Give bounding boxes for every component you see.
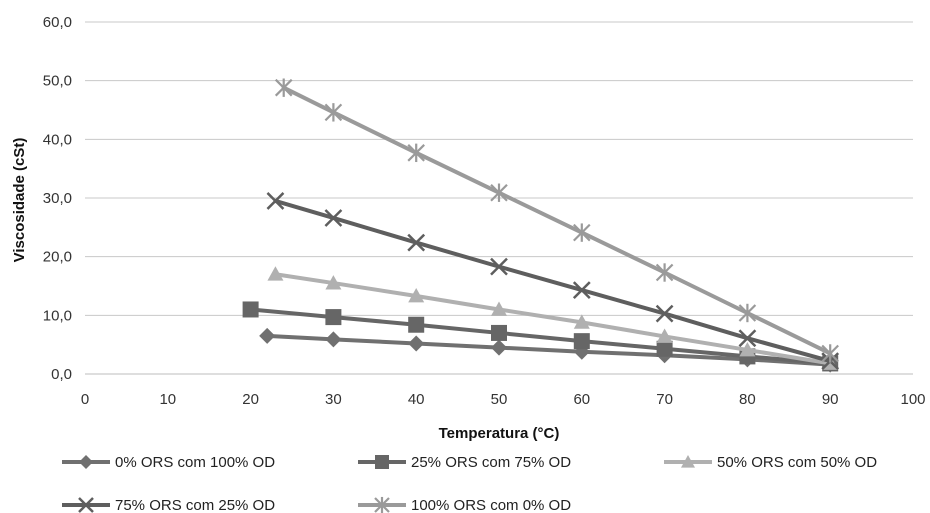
legend-item: 50% ORS com 50% OD xyxy=(664,454,877,471)
x-tick-label: 10 xyxy=(159,391,176,408)
series-line xyxy=(265,333,833,367)
y-tick-label: 10,0 xyxy=(43,307,72,324)
data-point xyxy=(407,143,425,163)
data-point xyxy=(572,281,591,299)
x-axis-ticks: 0 10 20 30 40 50 60 70 80 90 100 xyxy=(81,391,926,408)
data-point xyxy=(490,257,508,276)
data-point xyxy=(267,266,284,281)
x-tick-label: 50 xyxy=(491,391,508,408)
legend-item: 25% ORS com 75% OD xyxy=(358,454,571,471)
data-point xyxy=(655,263,674,282)
data-point xyxy=(78,497,94,513)
data-point xyxy=(325,309,342,326)
data-point xyxy=(491,324,507,341)
y-tick-label: 30,0 xyxy=(43,190,72,207)
legend-label: 75% ORS com 25% OD xyxy=(115,497,275,513)
data-point xyxy=(324,209,343,227)
data-point xyxy=(491,301,507,316)
data-point xyxy=(821,344,839,363)
data-point xyxy=(407,233,426,252)
y-tick-label: 0,0 xyxy=(51,366,72,383)
series-line xyxy=(281,85,833,356)
data-point xyxy=(491,339,507,356)
data-point xyxy=(490,183,508,202)
legend-label: 25% ORS com 75% OD xyxy=(411,454,571,471)
data-point xyxy=(656,328,673,343)
x-tick-label: 80 xyxy=(739,391,756,408)
x-axis-title: Temperatura (°C) xyxy=(439,425,560,442)
data-point xyxy=(242,301,259,318)
data-point xyxy=(374,496,390,513)
data-point xyxy=(738,303,757,323)
x-tick-label: 20 xyxy=(242,391,259,408)
data-point xyxy=(259,327,276,344)
data-point xyxy=(573,223,591,242)
legend-item: 0% ORS com 100% OD xyxy=(62,454,275,471)
y-tick-label: 40,0 xyxy=(43,131,72,148)
series-line xyxy=(273,272,833,366)
legend: 0% ORS com 100% OD 25% ORS com 75% OD 50% … xyxy=(62,454,877,513)
series-2 xyxy=(242,301,839,372)
series-line xyxy=(248,307,833,366)
y-tick-label: 60,0 xyxy=(43,14,72,31)
data-point xyxy=(325,331,342,348)
x-tick-label: 0 xyxy=(81,391,89,408)
data-point xyxy=(739,341,756,357)
gridlines xyxy=(85,21,913,316)
legend-item: 100% ORS com 0% OD xyxy=(358,496,571,513)
x-tick-label: 40 xyxy=(408,391,425,408)
y-tick-label: 50,0 xyxy=(43,73,72,90)
data-point xyxy=(266,192,285,210)
legend-label: 0% ORS com 100% OD xyxy=(115,454,275,471)
data-point xyxy=(408,316,425,333)
data-point xyxy=(79,455,93,469)
data-point xyxy=(408,287,425,303)
data-point xyxy=(324,103,343,122)
data-point xyxy=(656,340,673,357)
series-layer xyxy=(242,78,840,373)
data-point xyxy=(573,333,590,350)
series-line xyxy=(273,198,833,364)
legend-item: 75% ORS com 25% OD xyxy=(62,497,275,513)
x-tick-label: 70 xyxy=(656,391,673,408)
data-point xyxy=(681,455,695,468)
legend-label: 100% ORS com 0% OD xyxy=(411,497,571,513)
data-point xyxy=(274,78,293,97)
data-point xyxy=(408,335,425,352)
data-point xyxy=(655,304,674,323)
series-5 xyxy=(274,78,839,363)
data-point xyxy=(325,275,342,290)
y-axis-title: Viscosidade (cSt) xyxy=(11,138,28,263)
data-point xyxy=(573,314,590,329)
x-tick-label: 90 xyxy=(822,391,839,408)
x-tick-label: 100 xyxy=(900,391,925,408)
y-axis-ticks: 0,0 10,0 20,0 30,0 40,0 50,0 60,0 xyxy=(43,14,72,383)
data-point xyxy=(375,455,389,469)
x-tick-label: 60 xyxy=(573,391,590,408)
y-tick-label: 20,0 xyxy=(43,249,72,266)
data-point xyxy=(738,329,757,348)
x-tick-label: 30 xyxy=(325,391,342,408)
legend-label: 50% ORS com 50% OD xyxy=(717,454,877,471)
